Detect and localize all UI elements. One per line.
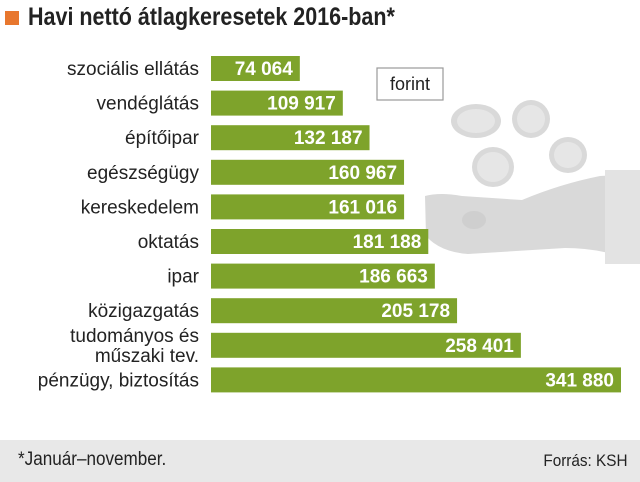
source-note: Forrás: KSH — [543, 451, 628, 470]
bar-value-label: 181 188 — [353, 232, 422, 253]
chart-title: Havi nettó átlagkeresetek 2016-ban* — [28, 3, 395, 31]
bar — [211, 298, 458, 324]
bar-value-label: 161 016 — [328, 197, 397, 218]
bar-value-label: 205 178 — [381, 301, 450, 322]
bar-value-label: 258 401 — [445, 336, 514, 357]
bar — [211, 56, 300, 81]
footnote: *Január–november. — [18, 449, 167, 470]
bar-value-label: 341 880 — [545, 370, 614, 391]
bar — [211, 159, 405, 185]
title-marker — [5, 11, 19, 25]
category-label: pénzügy, biztosítás — [38, 370, 199, 391]
category-label: egészségügy — [87, 163, 199, 184]
bar-value-label: 74 064 — [235, 59, 294, 80]
bars-group: 74 064 szociális ellátás 109 917 vendéglátá… — [38, 56, 621, 393]
bar — [211, 367, 621, 393]
category-label: ipar — [167, 267, 199, 288]
unit-label-box — [376, 67, 444, 101]
bar — [211, 125, 370, 151]
footer: *Január–november. Forrás: KSH — [0, 440, 640, 482]
hand-with-coins-icon — [425, 100, 640, 264]
category-label: vendéglátás — [97, 94, 199, 115]
unit-label: forint — [390, 74, 430, 94]
bar-value-label: 109 917 — [267, 94, 336, 115]
category-label: kereskedelem — [81, 197, 199, 218]
category-label: szociális ellátás — [67, 59, 199, 80]
category-label: oktatás — [138, 232, 199, 253]
bar-chart: 74 064 szociális ellátás 109 917 vendéglátá… — [38, 56, 640, 393]
bar-value-label: 186 663 — [359, 267, 428, 288]
bar — [211, 194, 405, 220]
bar-value-label: 160 967 — [328, 163, 397, 184]
bar — [211, 263, 435, 289]
category-label: tudományos és műszaki tev. — [70, 326, 199, 367]
bar — [211, 229, 429, 254]
bar — [211, 90, 343, 116]
bar-value-label: 132 187 — [294, 128, 363, 149]
category-label: építőipar — [125, 128, 200, 149]
title-row: Havi nettó átlagkeresetek 2016-ban* — [0, 0, 640, 44]
category-label: közigazgatás — [88, 301, 199, 322]
bar — [211, 332, 521, 358]
